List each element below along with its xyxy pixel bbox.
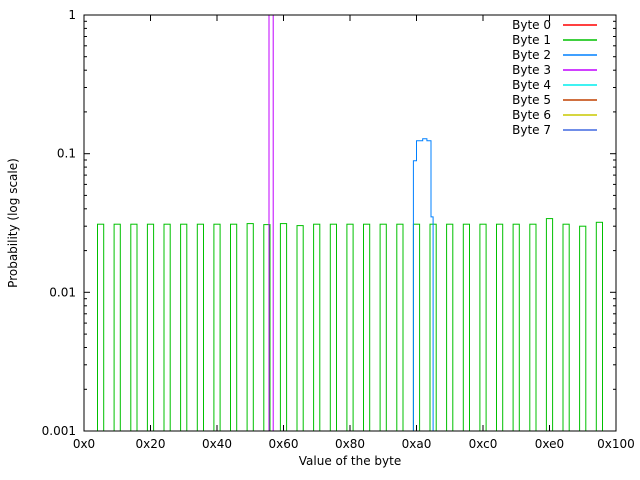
legend-label: Byte 7 (512, 123, 551, 137)
legend-item-byte-4: Byte 4 (512, 78, 597, 92)
legend-item-byte-6: Byte 6 (512, 108, 597, 122)
legend-label: Byte 2 (512, 48, 551, 62)
x-tick-labels: 0x0 0x20 0x40 0x60 0x80 0xa0 0xc0 0xe0 0x100 (73, 437, 635, 451)
series-byte-1 (97, 218, 603, 432)
bar (562, 223, 570, 432)
legend-label: Byte 3 (512, 63, 551, 77)
bar (446, 223, 454, 432)
x-tick-label: 0x0 (73, 437, 95, 451)
bar (180, 223, 188, 432)
bar (230, 223, 238, 432)
bar (329, 223, 337, 432)
x-tick-label: 0x60 (268, 437, 298, 451)
x-tick-label: 0xe0 (535, 437, 564, 451)
bar (246, 223, 254, 432)
bar (379, 223, 387, 432)
x-tick-label: 0xc0 (469, 437, 498, 451)
legend-label: Byte 5 (512, 93, 551, 107)
bar (529, 223, 537, 432)
bar (479, 223, 487, 432)
legend-item-byte-1: Byte 1 (512, 33, 597, 47)
step-curve (412, 138, 434, 431)
legend-label: Byte 1 (512, 33, 551, 47)
bar (130, 223, 138, 432)
legend-item-byte-2: Byte 2 (512, 48, 597, 62)
bar (579, 225, 587, 432)
y-tick-label: 1 (68, 8, 76, 22)
bar (113, 223, 121, 432)
bar (545, 218, 554, 432)
tick-marks (83, 14, 617, 432)
x-tick-label: 0xa0 (402, 437, 432, 451)
legend-label: Byte 0 (512, 18, 551, 32)
legend-label: Byte 4 (512, 78, 551, 92)
series-byte-2 (412, 138, 434, 431)
bar (97, 223, 105, 432)
bar (363, 223, 371, 432)
x-tick-label: 0x100 (597, 437, 635, 451)
y-tick-label: 0.001 (42, 424, 76, 438)
bar (595, 221, 603, 432)
legend-item-byte-7: Byte 7 (512, 123, 597, 137)
bar (279, 223, 288, 432)
y-axis-title: Probability (log scale) (6, 158, 20, 288)
x-tick-label: 0x80 (335, 437, 365, 451)
bar (196, 223, 205, 432)
bar (396, 223, 404, 432)
legend-item-byte-5: Byte 5 (512, 93, 597, 107)
bar (296, 225, 304, 432)
x-tick-label: 0x20 (135, 437, 165, 451)
bar (412, 223, 421, 432)
legend-item-byte-3: Byte 3 (512, 63, 597, 77)
y-tick-label: 0.01 (49, 285, 76, 299)
bar (462, 223, 470, 432)
bar (512, 223, 520, 432)
legend-item-byte-0: Byte 0 (512, 18, 597, 32)
x-tick-label: 0x40 (202, 437, 232, 451)
bar (146, 223, 155, 432)
x-axis-title: Value of the byte (298, 454, 402, 468)
legend-label: Byte 6 (512, 108, 551, 122)
y-tick-label: 0.1 (57, 147, 76, 161)
bar (163, 223, 171, 432)
bar (213, 223, 221, 432)
y-tick-labels: 1 0.1 0.01 0.001 (42, 8, 76, 438)
bar (496, 223, 504, 432)
bar (313, 223, 321, 432)
bar (346, 223, 354, 432)
